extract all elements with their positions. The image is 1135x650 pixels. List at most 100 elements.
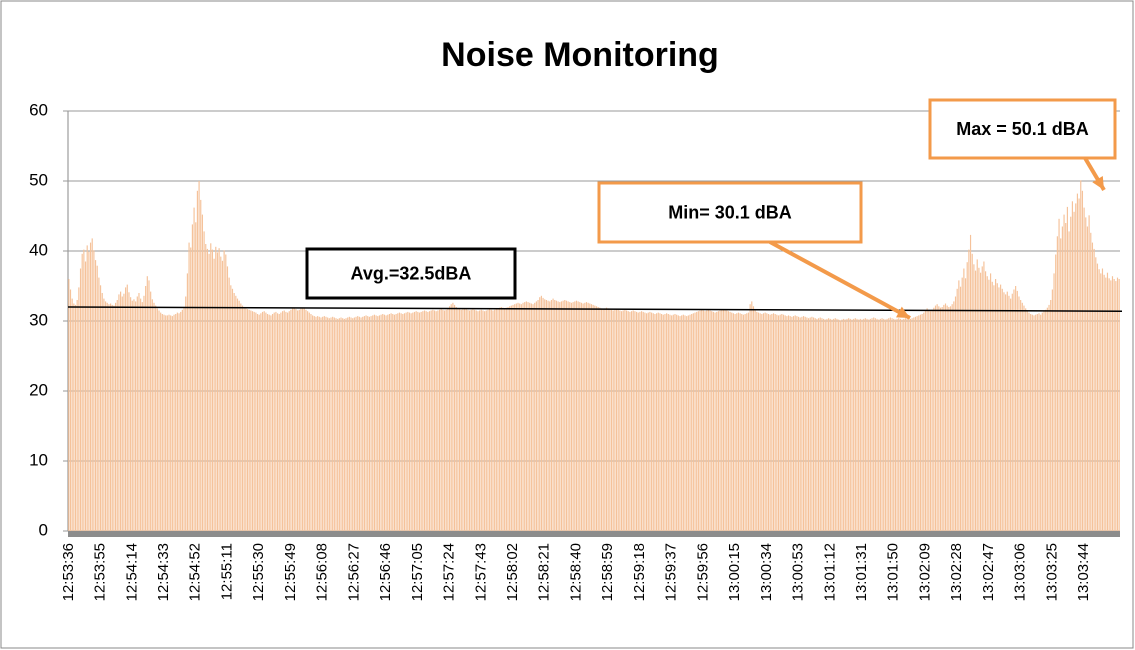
bar — [1015, 286, 1017, 531]
bar — [148, 280, 150, 531]
bar — [430, 310, 432, 531]
bar — [504, 308, 506, 531]
x-tick-label: 12:58:21 — [536, 543, 553, 601]
bar — [283, 310, 285, 531]
bar — [455, 307, 457, 531]
bar — [656, 313, 658, 531]
bar — [221, 260, 224, 531]
y-tick-label: 40 — [29, 240, 48, 259]
bar — [368, 316, 370, 531]
bar — [849, 318, 851, 531]
bar — [924, 310, 927, 531]
y-tick-label: 30 — [29, 310, 48, 329]
bar — [358, 316, 360, 531]
bar — [828, 318, 830, 531]
bar — [448, 306, 451, 531]
x-tick-label: 12:55:11 — [218, 543, 235, 600]
bar — [752, 306, 755, 531]
bar — [343, 318, 345, 531]
bar — [243, 307, 245, 531]
bar — [362, 316, 364, 531]
bar — [342, 318, 344, 531]
bar — [823, 318, 825, 531]
bar — [1085, 217, 1087, 531]
bar — [757, 312, 760, 531]
x-tick-label: 12:55:30 — [250, 543, 267, 601]
bar — [859, 318, 861, 531]
bar — [722, 309, 724, 531]
bar — [1001, 288, 1003, 531]
bar — [93, 250, 95, 532]
bar — [161, 314, 163, 531]
x-tick-label: 12:57:24 — [441, 543, 458, 601]
bar — [799, 317, 801, 531]
bar — [295, 309, 297, 531]
bar — [542, 297, 544, 531]
bar — [205, 244, 207, 531]
bar — [447, 308, 449, 531]
bar — [901, 319, 903, 531]
bar — [377, 316, 379, 531]
bar — [1078, 198, 1080, 531]
bar — [292, 308, 294, 531]
bar — [634, 311, 636, 531]
bar — [879, 318, 881, 531]
bar — [479, 310, 481, 531]
x-tick-label: 12:57:43 — [472, 543, 489, 601]
bar — [1061, 226, 1063, 531]
bar — [736, 313, 738, 531]
bar — [749, 304, 751, 531]
bar — [851, 319, 853, 531]
bar — [170, 315, 172, 531]
bar — [509, 306, 511, 531]
bar — [297, 310, 299, 531]
bar — [714, 312, 716, 531]
bar — [418, 312, 421, 531]
bar — [766, 313, 768, 531]
bar — [230, 285, 232, 531]
bar — [315, 316, 317, 531]
bar — [1036, 314, 1038, 531]
bar — [953, 301, 955, 531]
bar — [236, 298, 239, 531]
bar — [983, 261, 985, 531]
bar — [642, 311, 644, 531]
bar — [806, 317, 808, 531]
bar — [156, 308, 158, 531]
bar — [223, 250, 225, 532]
bar — [345, 318, 347, 531]
bar — [1041, 312, 1043, 531]
bar — [1021, 302, 1023, 531]
bar — [108, 304, 110, 531]
bar — [919, 314, 922, 531]
bar — [577, 301, 579, 531]
bar — [560, 301, 563, 531]
bar — [716, 311, 718, 531]
x-tick-label: 13:03:25 — [1043, 543, 1060, 601]
bar — [981, 266, 983, 531]
annotation-text: Avg.=32.5dBA — [351, 263, 472, 283]
bar — [540, 295, 542, 531]
bar — [322, 316, 324, 531]
bar — [814, 318, 816, 531]
bar — [906, 318, 908, 531]
bar — [998, 287, 1000, 531]
bar — [630, 311, 633, 531]
bar — [275, 311, 277, 531]
bar — [460, 309, 462, 531]
bar — [171, 316, 173, 531]
bar — [966, 262, 968, 531]
bar — [635, 311, 638, 531]
bar — [769, 314, 771, 531]
bar — [474, 309, 476, 531]
bar — [878, 319, 880, 531]
bar — [1010, 298, 1012, 531]
bar — [106, 302, 108, 531]
bar — [848, 318, 850, 531]
bar — [520, 304, 522, 531]
bar — [270, 315, 272, 531]
bar — [196, 190, 198, 532]
bar — [615, 309, 618, 531]
bar — [934, 305, 937, 531]
bar — [973, 264, 975, 531]
